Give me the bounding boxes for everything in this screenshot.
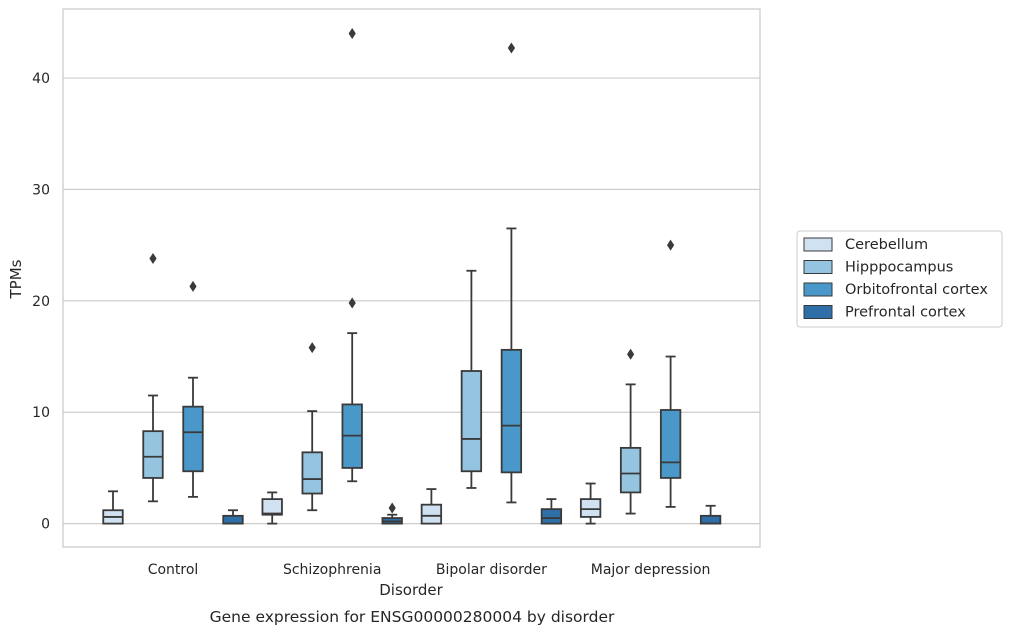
box	[659, 239, 682, 508]
box-body	[659, 409, 682, 479]
box-body	[579, 498, 602, 518]
legend-item: Cerebellum	[803, 237, 928, 253]
box	[142, 253, 164, 503]
box	[619, 348, 642, 515]
box	[460, 269, 483, 489]
legend-item: Hipppocampus	[803, 260, 953, 276]
outlier-point	[348, 28, 356, 40]
box-body	[699, 514, 722, 525]
series-prefrontal-cortex	[222, 498, 722, 525]
box	[301, 342, 323, 512]
box-body	[301, 451, 323, 495]
box	[579, 482, 602, 525]
y-tick-label: 20	[32, 294, 50, 310]
box	[381, 502, 403, 525]
chart-caption: Gene expression for ENSG00000280004 by d…	[210, 608, 615, 626]
box-body	[222, 514, 244, 525]
legend-item: Orbitofrontal cortex	[803, 282, 988, 298]
outlier-point	[149, 253, 157, 265]
legend: Cerebellum Hipppocampus Orbitofrontal cort…	[796, 230, 1003, 328]
legend-label: Cerebellum	[845, 237, 928, 253]
y-tick-label: 10	[32, 405, 50, 421]
legend-frame	[796, 230, 1003, 328]
x-tick-labels: Control Schizophrenia Bipolar disorder Majo…	[148, 562, 711, 578]
legend-swatch	[803, 305, 833, 319]
series-orbitofrontal-cortex	[182, 28, 682, 508]
outlier-point	[507, 42, 515, 54]
box-body	[182, 405, 204, 473]
box	[261, 491, 283, 525]
legend-label: Hipppocampus	[845, 260, 953, 276]
box-body	[540, 508, 563, 525]
y-gridlines	[63, 77, 760, 525]
y-axis-label: TPMs	[7, 259, 25, 299]
box	[420, 488, 443, 525]
plot-frame	[62, 8, 761, 548]
y-tick-label: 40	[32, 71, 50, 87]
outlier-point	[388, 502, 396, 514]
series-hipppocampus	[142, 253, 642, 515]
x-axis-label: Disorder	[379, 581, 443, 599]
outlier-point	[667, 239, 675, 251]
box	[341, 28, 363, 483]
box	[699, 504, 722, 525]
outlier-point	[308, 342, 316, 354]
x-tick-label: Schizophrenia	[283, 562, 381, 578]
box	[182, 280, 204, 498]
box	[102, 490, 124, 525]
box-body	[420, 503, 443, 525]
series-cerebellum	[102, 482, 602, 525]
legend-label: Orbitofrontal cortex	[845, 282, 988, 298]
y-tick-label: 30	[32, 182, 50, 198]
legend-item: Prefrontal cortex	[803, 305, 966, 321]
y-tick-labels: 0 10 20 30 40	[32, 71, 50, 533]
box-body	[261, 498, 283, 516]
box	[222, 509, 244, 525]
y-tick-label: 0	[41, 517, 50, 533]
legend-swatch	[803, 282, 833, 297]
x-tick-label: Bipolar disorder	[436, 562, 547, 578]
outlier-point	[348, 297, 356, 309]
x-tick-label: Control	[148, 562, 199, 578]
box-body	[460, 370, 483, 473]
outlier-point	[189, 280, 197, 292]
legend-swatch	[803, 260, 833, 274]
legend-swatch	[803, 237, 833, 252]
x-tick-label: Major depression	[591, 562, 711, 578]
legend-label: Prefrontal cortex	[845, 305, 966, 321]
box	[540, 498, 563, 525]
outlier-point	[627, 348, 635, 360]
box-body	[619, 446, 642, 494]
box-body	[142, 430, 164, 479]
box-groups	[102, 28, 722, 525]
box	[500, 42, 523, 504]
box-body	[500, 348, 523, 474]
